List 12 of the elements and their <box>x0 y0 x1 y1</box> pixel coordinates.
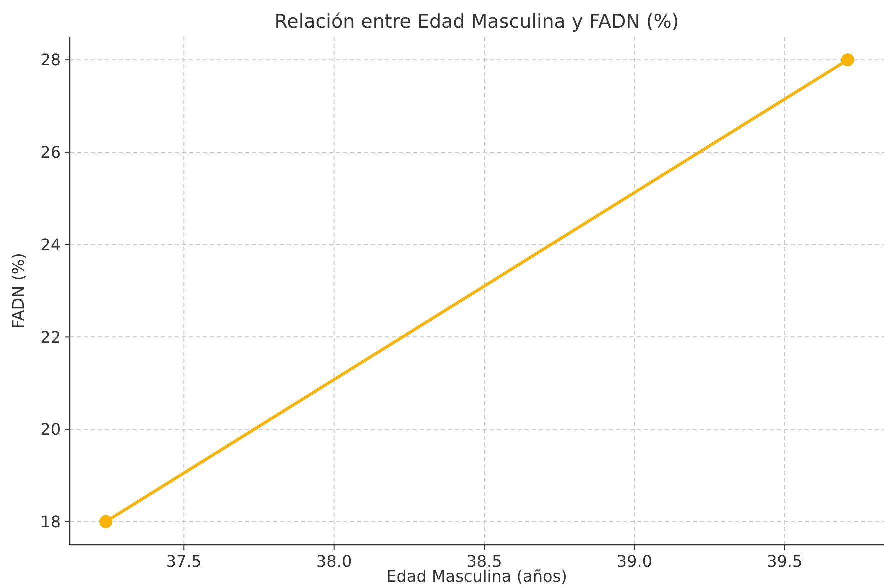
x-tick-label: 37.5 <box>166 552 202 571</box>
y-tick-label: 28 <box>40 50 61 70</box>
chart-title: Relación entre Edad Masculina y FADN (%) <box>274 11 680 33</box>
y-tick-label: 20 <box>40 420 61 440</box>
x-tick-label: 39.0 <box>616 552 653 571</box>
y-axis-title: FADN (%) <box>9 253 28 329</box>
x-tick-label: 38.0 <box>316 552 352 571</box>
y-tick-label: 18 <box>40 512 61 532</box>
y-tick-label: 26 <box>40 143 61 162</box>
y-tick-label: 24 <box>40 235 61 254</box>
x-tick-label: 39.5 <box>767 552 803 571</box>
y-tick-label: 22 <box>40 328 61 347</box>
